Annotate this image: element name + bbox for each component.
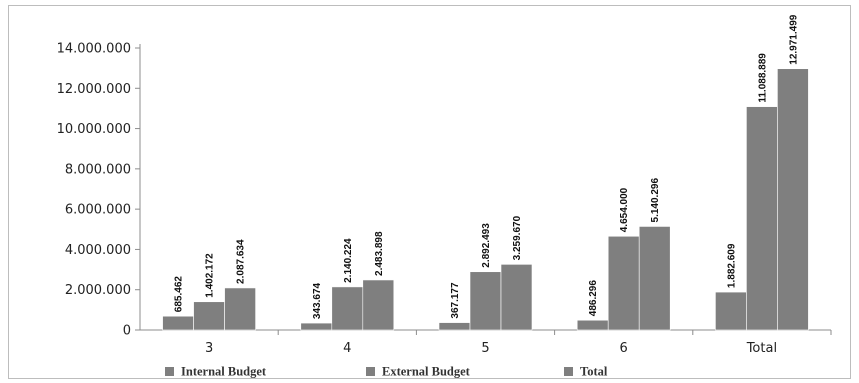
bar-internal-budget [715,291,747,331]
bar-total [638,226,671,331]
bar-internal-budget [576,319,609,331]
y-axis: 0 2.000.000 4.000.000 6.000.000 8.000.000 10.… [57,42,141,339]
data-label: 2.483.898 [374,231,385,276]
data-label: 4.654.000 [619,187,630,232]
chart-frame: 0 2.000.000 4.000.000 6.000.000 8.000.000 10.… [8,5,851,379]
y-tick-label: 10.000.000 [57,122,131,137]
y-tick-label: 0 [123,324,131,339]
legend-label: Internal Budget [181,365,267,379]
legend-swatch [564,367,573,376]
data-label: 685.462 [174,276,185,313]
data-label: 2.140.224 [343,238,354,283]
y-tick-label: 12.000.000 [57,82,131,97]
bar-external-budget [193,301,225,331]
x-category-label: Total [746,341,777,356]
bar-total [224,287,256,331]
legend-swatch [165,367,174,376]
data-label: 12.971.499 [788,14,799,64]
legend: Internal Budget External Budget Total [165,365,608,379]
data-label: 367.177 [450,282,461,319]
bar-chart: 0 2.000.000 4.000.000 6.000.000 8.000.000 10.… [57,14,832,379]
x-category-label: 4 [343,341,351,356]
legend-label: External Budget [382,365,471,379]
x-category-label: 3 [205,341,213,356]
data-label: 486.296 [588,280,599,317]
data-label: 1.402.172 [205,253,216,298]
x-category-label: 5 [481,341,489,356]
data-label: 2.892.493 [481,223,492,268]
data-label: 5.140.296 [650,178,661,223]
bar-total [362,279,395,331]
bar-total [777,68,809,331]
y-tick-label: 2.000.000 [65,283,131,298]
legend-swatch [366,367,375,376]
bar-external-budget [607,235,640,331]
x-axis: 3 4 5 6 Total [140,329,832,356]
y-tick-label: 6.000.000 [65,203,131,218]
bar-external-budget [746,106,778,331]
bar-external-budget [469,271,502,331]
bar-internal-budget [438,322,471,331]
data-label: 3.259.670 [512,215,523,260]
bar-total [500,264,533,331]
y-tick-label: 8.000.000 [65,162,131,177]
legend-label: Total [580,365,608,379]
y-tick-label: 4.000.000 [65,243,131,258]
data-label: 343.674 [312,282,323,319]
bar-internal-budget [300,322,333,331]
bar-external-budget [331,286,364,331]
bar-internal-budget [162,315,194,331]
data-label: 2.087.634 [236,239,247,284]
x-category-label: 6 [620,341,628,356]
data-label: 11.088.889 [757,53,768,103]
y-tick-label: 14.000.000 [57,42,131,57]
data-label: 1.882.609 [726,243,737,288]
bars [162,68,809,331]
data-labels: 685.462 1.402.172 2.087.634 343.674 2.140.22… [174,14,800,319]
